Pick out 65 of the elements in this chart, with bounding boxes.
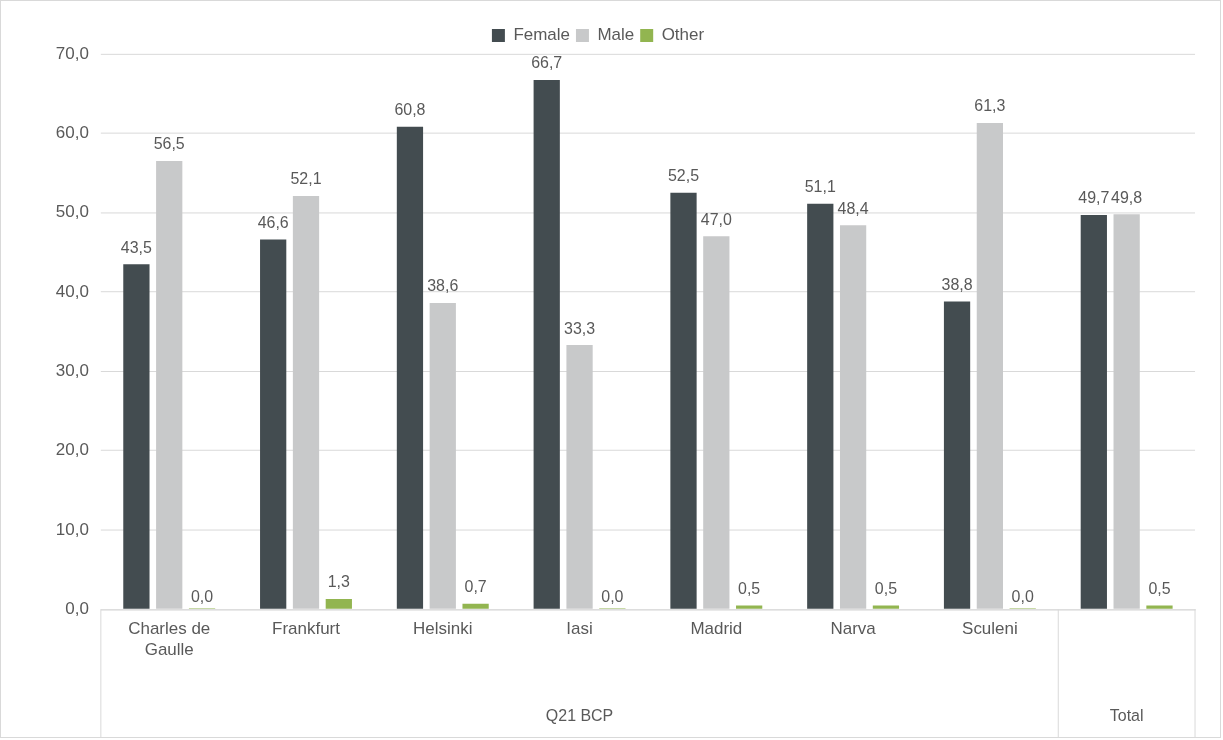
bar	[462, 603, 489, 609]
bar	[429, 303, 456, 609]
data-label: 48,4	[837, 199, 869, 217]
text: Q21 BCP	[545, 707, 614, 725]
bar	[156, 160, 183, 609]
x-tick-label: Iasi	[566, 619, 593, 639]
y-tick-label: 0,0	[65, 599, 89, 619]
bar	[839, 225, 867, 609]
bar	[976, 122, 1004, 609]
data-label: 33,3	[564, 319, 596, 337]
y-tick-label: 50,0	[55, 202, 89, 222]
y-tick-label: 40,0	[55, 281, 89, 301]
data-label: 0,0	[190, 587, 214, 605]
x-tick-label: Helsinki	[413, 619, 473, 639]
bar	[1146, 605, 1173, 609]
y-tick-label: 30,0	[55, 360, 89, 380]
bar	[872, 605, 900, 609]
data-label: 49,7	[1078, 189, 1110, 207]
data-label: 60,8	[394, 101, 426, 119]
bar	[736, 605, 763, 609]
data-label: 0,0	[601, 587, 624, 605]
bar	[943, 301, 971, 609]
legend-label: Male	[597, 25, 635, 45]
data-label: 0,5	[738, 579, 761, 597]
x-tick-label: Frankfurt	[272, 619, 341, 639]
data-label: 0,0	[1011, 587, 1034, 605]
y-tick-label: 70,0	[55, 43, 89, 63]
data-label: 0,7	[464, 578, 487, 596]
bar	[1080, 214, 1107, 609]
data-label: 52,1	[290, 170, 322, 188]
x-tick-label: Madrid	[690, 619, 743, 639]
data-label: 66,7	[531, 54, 563, 72]
text: Total	[1109, 707, 1144, 725]
x-tick-label: Sculeni	[962, 619, 1018, 639]
bar	[566, 345, 593, 609]
bar	[325, 599, 352, 609]
data-label: 43,5	[120, 238, 153, 256]
data-label: 46,6	[257, 213, 289, 231]
legend-label: Other	[661, 25, 705, 45]
data-label: 0,5	[874, 579, 898, 597]
bar	[260, 239, 287, 609]
data-label: 52,5	[667, 167, 700, 185]
bar	[396, 126, 424, 609]
data-label: 51,1	[804, 178, 836, 196]
data-label: 56,5	[153, 135, 185, 153]
x-tick-label: Narva	[830, 619, 877, 639]
data-label: 1,3	[327, 573, 351, 591]
bar	[703, 236, 730, 609]
bar	[292, 195, 320, 609]
y-tick-label: 60,0	[55, 122, 89, 142]
y-tick-label: 20,0	[55, 440, 89, 460]
x-tick-label: Charles de Gaulle	[128, 619, 211, 659]
bar	[670, 192, 697, 609]
data-label: 38,6	[427, 277, 459, 295]
bar	[1113, 214, 1140, 609]
data-label: 38,8	[941, 275, 973, 293]
bar	[807, 203, 834, 609]
data-label: 0,5	[1148, 579, 1171, 597]
data-label: 61,3	[974, 97, 1006, 115]
bar	[533, 80, 560, 609]
data-label: 47,0	[700, 210, 732, 228]
bar	[123, 264, 150, 609]
data-label: 49,8	[1111, 188, 1143, 206]
legend-label: Female	[513, 25, 570, 45]
y-tick-label: 10,0	[55, 519, 89, 539]
